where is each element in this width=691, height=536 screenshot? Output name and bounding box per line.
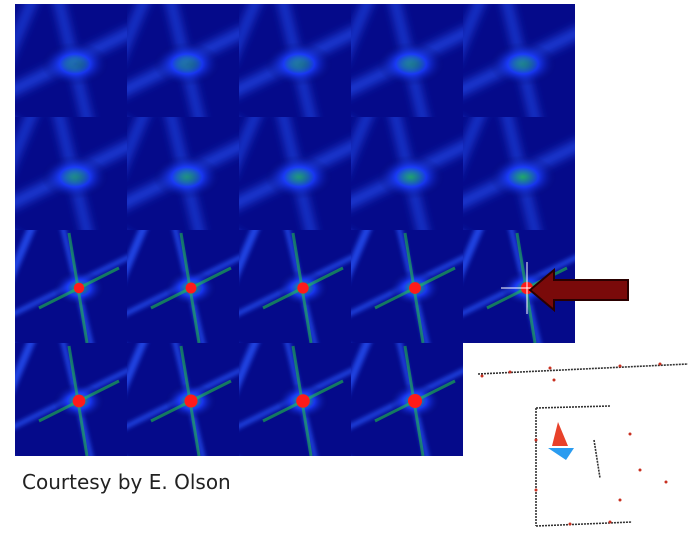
heatmap-tile xyxy=(127,343,239,456)
credit-caption: Courtesy by E. Olson xyxy=(22,470,231,494)
highlight-arrow xyxy=(528,266,632,314)
laser-scan-map-inset xyxy=(470,350,691,532)
heatmap-tile xyxy=(239,117,351,230)
heatmap-tile xyxy=(15,117,127,230)
heatmap-tile xyxy=(351,343,463,456)
heatmap-tile xyxy=(15,4,127,117)
robot-pose-red xyxy=(552,422,568,446)
scan-map xyxy=(470,350,691,532)
heatmap-tile xyxy=(239,343,351,456)
heatmap-tile xyxy=(127,4,239,117)
robot-pose-blue xyxy=(548,448,574,460)
heatmap-tile xyxy=(15,230,127,343)
heatmap-tile xyxy=(239,230,351,343)
heatmap-tile xyxy=(463,4,575,117)
heatmap-tile xyxy=(239,4,351,117)
heatmap-tile xyxy=(351,230,463,343)
heatmap-tile xyxy=(127,230,239,343)
heatmap-tile xyxy=(127,117,239,230)
heatmap-tile xyxy=(351,4,463,117)
heatmap-tile xyxy=(463,117,575,230)
heatmap-tile xyxy=(351,117,463,230)
heatmap-tile xyxy=(15,343,127,456)
